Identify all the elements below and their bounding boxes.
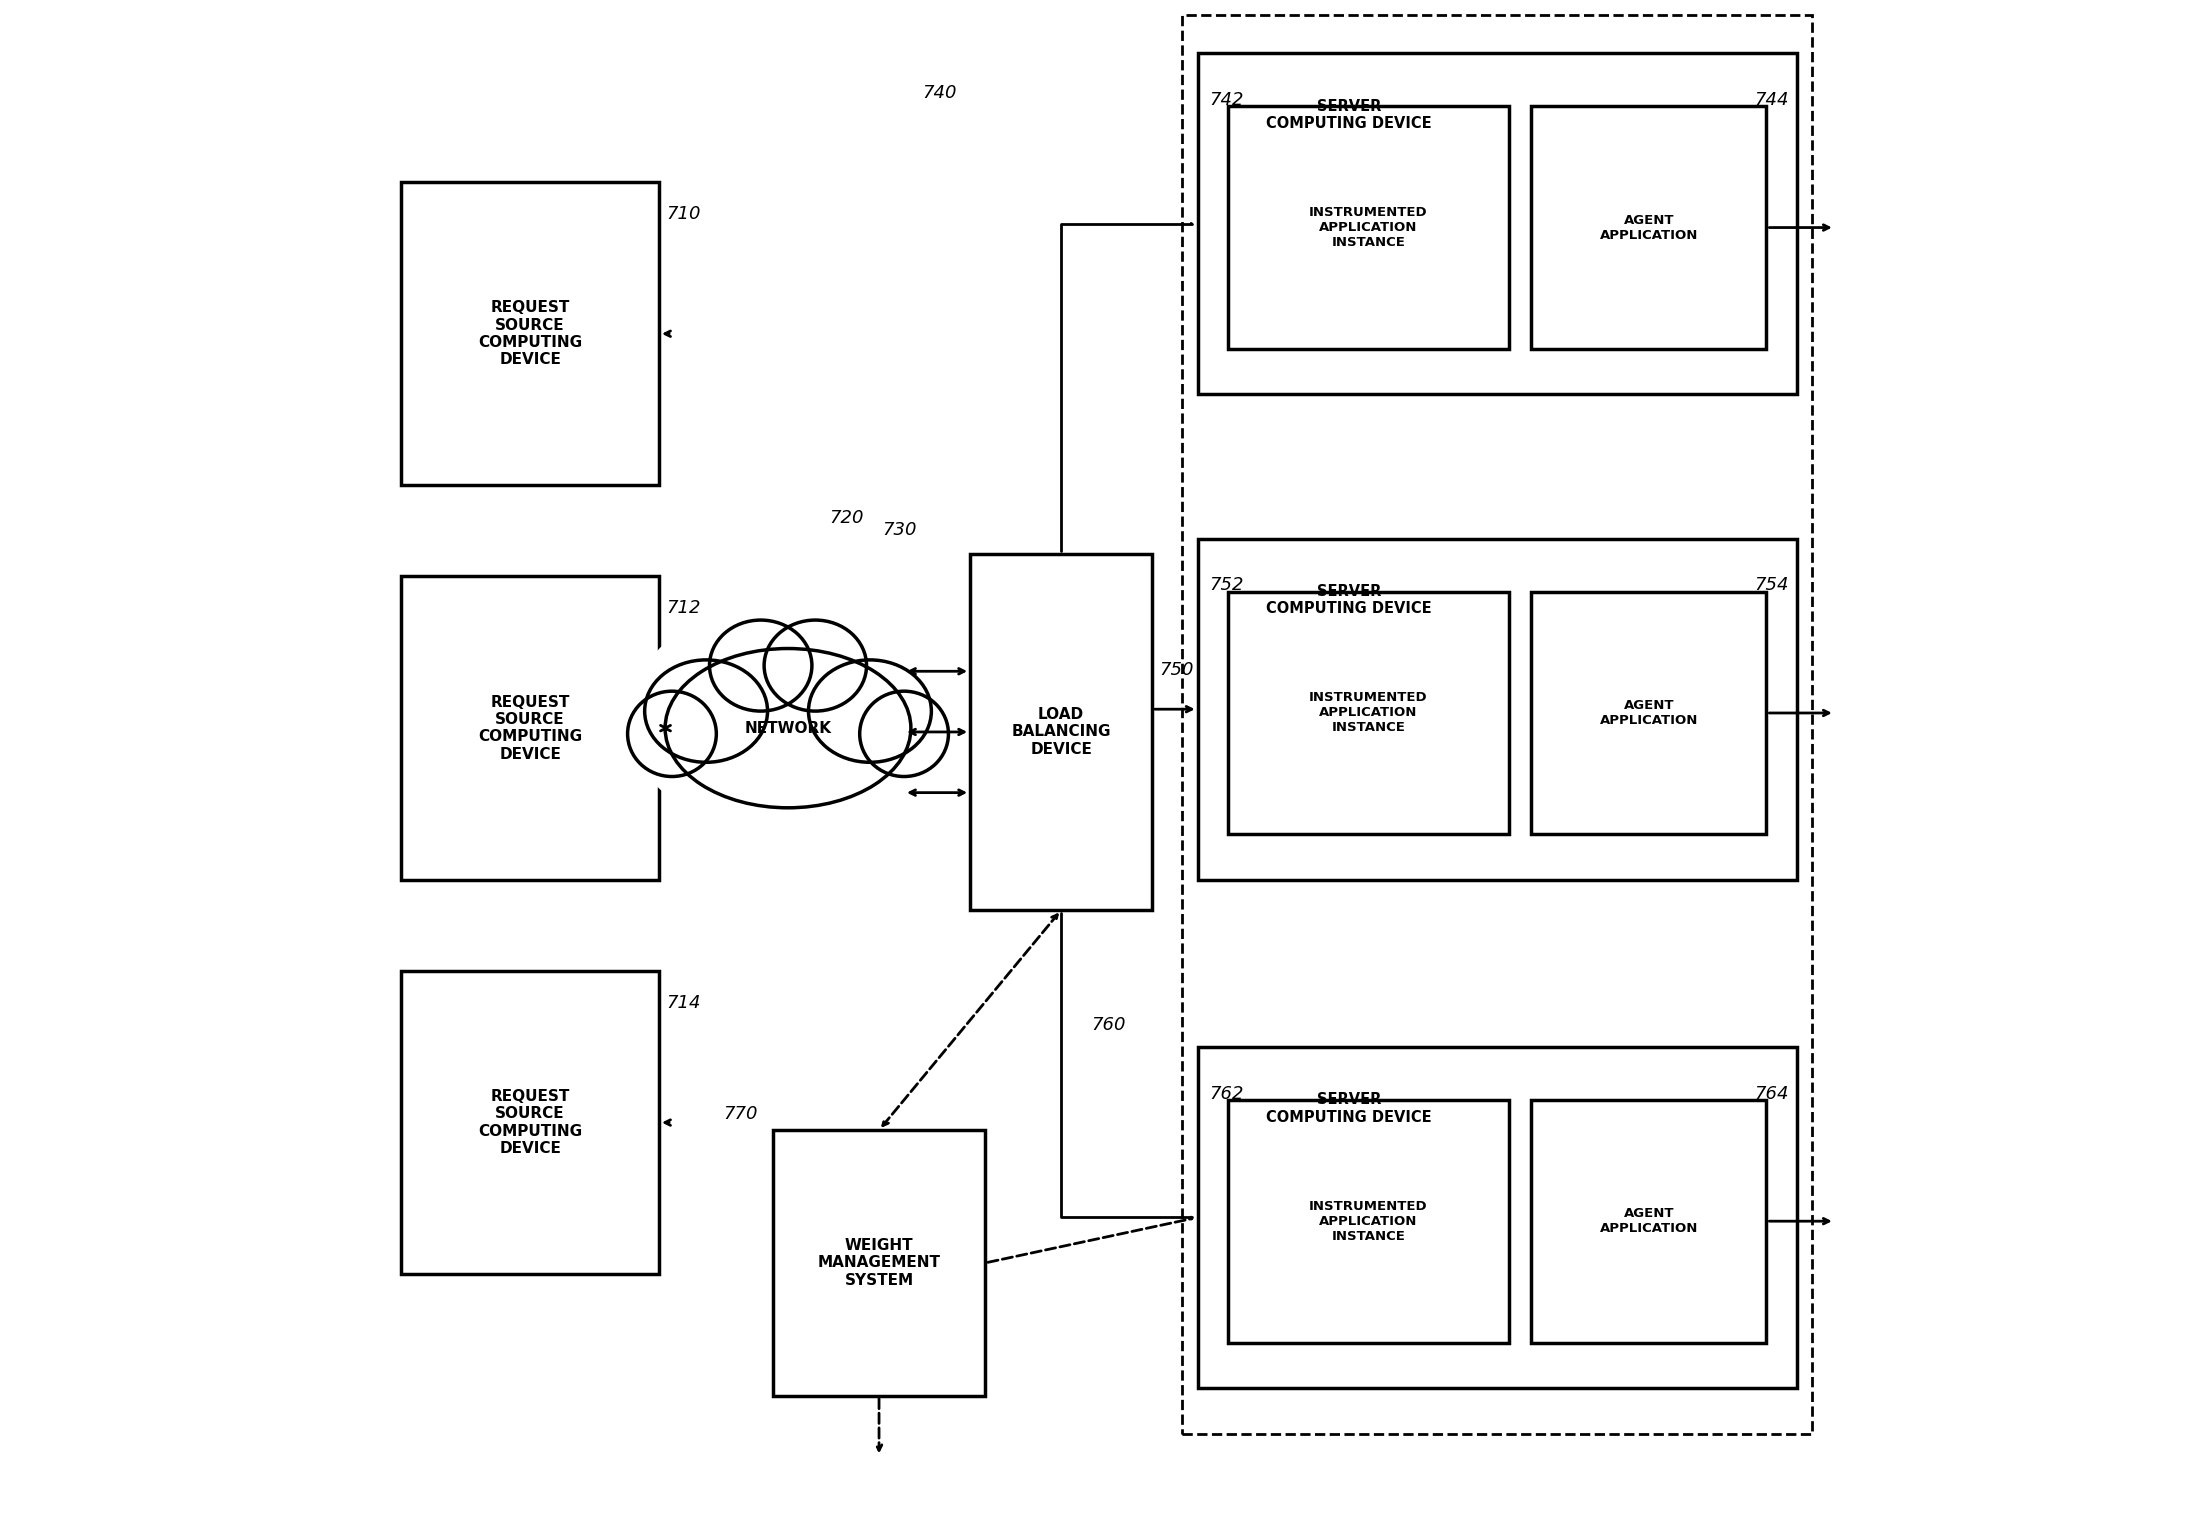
Text: LOAD
BALANCING
DEVICE: LOAD BALANCING DEVICE [1011, 707, 1110, 757]
Text: NETWORK: NETWORK [745, 721, 831, 736]
Ellipse shape [629, 692, 717, 777]
Bar [1198, 1047, 1796, 1388]
Text: 712: 712 [666, 599, 701, 617]
Bar [1229, 592, 1508, 834]
Text: REQUEST
SOURCE
COMPUTING
DEVICE: REQUEST SOURCE COMPUTING DEVICE [477, 695, 582, 762]
Bar [1229, 1100, 1508, 1343]
Bar [1532, 1100, 1767, 1343]
Text: INSTRUMENTED
APPLICATION
INSTANCE: INSTRUMENTED APPLICATION INSTANCE [1310, 1200, 1427, 1242]
Text: 752: 752 [1209, 576, 1244, 595]
Text: SERVER
COMPUTING DEVICE: SERVER COMPUTING DEVICE [1266, 1092, 1433, 1124]
Text: 742: 742 [1209, 91, 1244, 109]
Bar [1532, 106, 1767, 349]
Bar [1229, 106, 1508, 349]
Ellipse shape [809, 660, 932, 763]
Text: SERVER
COMPUTING DEVICE: SERVER COMPUTING DEVICE [1266, 584, 1433, 616]
Text: AGENT
APPLICATION: AGENT APPLICATION [1600, 214, 1699, 241]
Bar [402, 576, 659, 880]
Bar [969, 554, 1152, 910]
Text: 710: 710 [666, 205, 701, 223]
Bar [1532, 592, 1767, 834]
Text: 754: 754 [1754, 576, 1789, 595]
Ellipse shape [666, 649, 910, 807]
Text: WEIGHT
MANAGEMENT
SYSTEM: WEIGHT MANAGEMENT SYSTEM [818, 1238, 941, 1288]
FancyArrowPatch shape [1062, 223, 1191, 551]
Ellipse shape [710, 620, 811, 711]
Bar [402, 182, 659, 485]
Text: SERVER
COMPUTING DEVICE: SERVER COMPUTING DEVICE [1266, 99, 1433, 130]
Ellipse shape [765, 598, 879, 734]
Ellipse shape [644, 660, 767, 763]
Text: 740: 740 [923, 85, 956, 103]
Text: 750: 750 [1161, 661, 1194, 680]
Bar [402, 971, 659, 1274]
Text: 744: 744 [1754, 91, 1789, 109]
Ellipse shape [637, 625, 789, 786]
Ellipse shape [640, 677, 745, 802]
Text: 764: 764 [1754, 1085, 1789, 1103]
Text: 770: 770 [723, 1104, 758, 1123]
FancyArrowPatch shape [1062, 913, 1191, 1218]
Ellipse shape [859, 692, 950, 777]
Text: 720: 720 [829, 510, 864, 528]
Text: AGENT
APPLICATION: AGENT APPLICATION [1600, 699, 1699, 727]
Text: 760: 760 [1092, 1016, 1125, 1035]
Bar [774, 1130, 985, 1396]
Ellipse shape [651, 602, 925, 853]
Text: INSTRUMENTED
APPLICATION
INSTANCE: INSTRUMENTED APPLICATION INSTANCE [1310, 206, 1427, 249]
Bar [1198, 539, 1796, 880]
FancyArrowPatch shape [987, 1218, 1191, 1262]
Text: 730: 730 [881, 520, 917, 539]
Ellipse shape [765, 620, 866, 711]
Ellipse shape [831, 677, 936, 802]
Text: REQUEST
SOURCE
COMPUTING
DEVICE: REQUEST SOURCE COMPUTING DEVICE [477, 300, 582, 367]
Text: REQUEST
SOURCE
COMPUTING
DEVICE: REQUEST SOURCE COMPUTING DEVICE [477, 1089, 582, 1156]
Ellipse shape [697, 598, 811, 734]
Bar [1183, 15, 1811, 1434]
Text: INSTRUMENTED
APPLICATION
INSTANCE: INSTRUMENTED APPLICATION INSTANCE [1310, 692, 1427, 734]
Text: 714: 714 [666, 994, 701, 1012]
Bar [1198, 53, 1796, 394]
Text: 762: 762 [1209, 1085, 1244, 1103]
Ellipse shape [789, 625, 939, 786]
Text: AGENT
APPLICATION: AGENT APPLICATION [1600, 1208, 1699, 1235]
